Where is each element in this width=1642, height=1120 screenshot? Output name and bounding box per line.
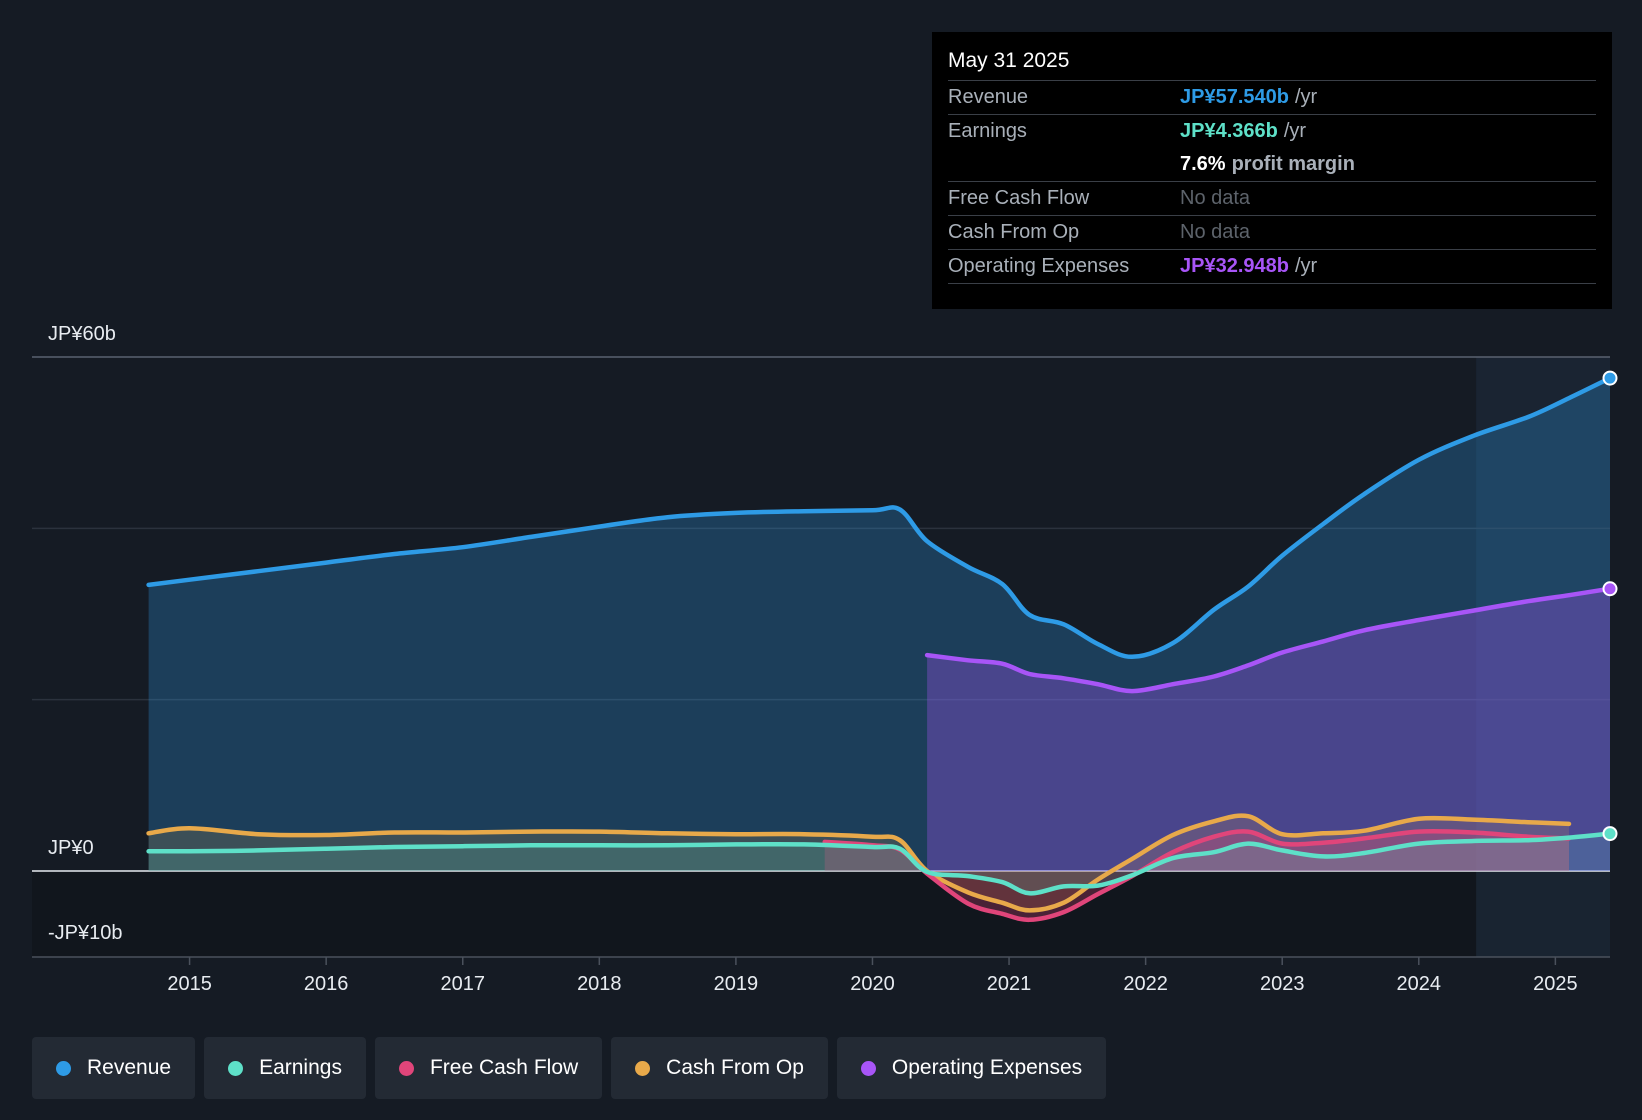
legend-dot-cfo-icon <box>635 1060 651 1076</box>
tooltip-margin-value: 7.6% <box>1180 153 1226 175</box>
area-cfo <box>148 815 1570 911</box>
x-tick-label-2020: 2020 <box>850 973 895 995</box>
end-markers <box>1602 370 1618 842</box>
area-opex <box>927 588 1610 871</box>
tooltip-row-fcf: Free Cash Flow No data <box>948 182 1596 216</box>
legend-label-revenue: Revenue <box>87 1056 172 1079</box>
tooltip-margin-spacer <box>948 148 1180 181</box>
tooltip-revenue-value: JP¥57.540b <box>1180 86 1289 108</box>
x-tick-label-2017: 2017 <box>440 973 485 995</box>
legend-label-opex: Operating Expenses <box>891 1056 1083 1079</box>
series-areas <box>148 378 1610 920</box>
tooltip-earnings-label: Earnings <box>948 120 1027 142</box>
x-tick-label-2024: 2024 <box>1397 973 1442 995</box>
chart-legend: Revenue Earnings Free Cash Flow Cash Fro… <box>32 1037 1107 1099</box>
area-fcf <box>824 831 1569 920</box>
tooltip-cfo-value: No data <box>1180 221 1251 243</box>
line-fcf <box>822 828 1572 923</box>
tooltip-earnings-unit: /yr <box>1283 120 1307 142</box>
legend-label-fcf: Free Cash Flow <box>429 1056 579 1079</box>
tooltip-date: May 31 2025 <box>948 46 1596 81</box>
x-tick-label-2018: 2018 <box>577 973 622 995</box>
x-tick-label-2021: 2021 <box>987 973 1032 995</box>
grid-lines <box>32 356 1610 958</box>
legend-label-earnings: Earnings <box>259 1056 342 1079</box>
x-tick-label-2016: 2016 <box>304 973 349 995</box>
tooltip-row-revenue: Revenue JP¥57.540b /yr <box>948 81 1596 115</box>
negative-zone <box>32 871 1610 957</box>
tooltip-opex-unit: /yr <box>1294 255 1318 277</box>
legend-dot-earnings-icon <box>228 1060 244 1076</box>
y-tick-label-top: JP¥60b <box>48 323 116 345</box>
axes: JP¥60b JP¥0 -JP¥10b <box>48 323 123 944</box>
data-tooltip: May 31 2025 Revenue JP¥57.540b /yr Earni… <box>932 32 1612 309</box>
tooltip-revenue-label: Revenue <box>948 86 1029 108</box>
forecast-highlight <box>1476 357 1610 957</box>
x-tick-label-2022: 2022 <box>1123 973 1168 995</box>
line-earnings <box>146 831 1613 896</box>
series-lines <box>146 375 1613 923</box>
legend-item-opex[interactable]: Operating Expenses <box>836 1037 1107 1099</box>
y-tick-label-zero: JP¥0 <box>48 837 94 859</box>
legend-label-cfo: Cash From Op <box>666 1056 804 1079</box>
tooltip-row-margin: 7.6% profit margin <box>948 148 1596 182</box>
x-tick-label-2025: 2025 <box>1533 973 1578 995</box>
tooltip-opex-value: JP¥32.948b <box>1180 255 1289 277</box>
tooltip-opex-label: Operating Expenses <box>948 255 1130 277</box>
legend-item-fcf[interactable]: Free Cash Flow <box>374 1037 603 1099</box>
y-tick-label-bottom: -JP¥10b <box>48 922 123 944</box>
x-tick-label-2015: 2015 <box>167 973 212 995</box>
end-marker-earnings <box>1602 826 1618 842</box>
tooltip-row-opex: Operating Expenses JP¥32.948b /yr <box>948 250 1596 284</box>
legend-dot-fcf-icon <box>398 1060 414 1076</box>
legend-item-revenue[interactable]: Revenue <box>32 1037 196 1099</box>
area-earnings <box>148 833 1610 894</box>
x-tick-label-2019: 2019 <box>714 973 759 995</box>
legend-item-earnings[interactable]: Earnings <box>204 1037 366 1099</box>
end-marker-revenue <box>1602 370 1618 386</box>
tooltip-cfo-label: Cash From Op <box>948 221 1080 243</box>
line-cfo <box>146 813 1572 913</box>
tooltip-revenue-unit: /yr <box>1294 86 1318 108</box>
tooltip-row-earnings: Earnings JP¥4.366b /yr <box>948 115 1596 148</box>
legend-dot-opex-icon <box>860 1060 876 1076</box>
end-marker-opex <box>1602 581 1618 597</box>
legend-item-cfo[interactable]: Cash From Op <box>611 1037 828 1099</box>
tooltip-margin-label: profit margin <box>1231 153 1355 175</box>
tooltip-earnings-value: JP¥4.366b <box>1180 120 1278 142</box>
x-axis-ticks: 2015 2016 2017 2018 2019 2020 2021 2022 2023 2024… <box>167 957 1578 995</box>
tooltip-fcf-value: No data <box>1180 187 1251 209</box>
legend-dot-revenue-icon <box>56 1060 71 1076</box>
line-opex <box>924 586 1613 694</box>
x-tick-label-2023: 2023 <box>1260 973 1305 995</box>
line-revenue <box>146 375 1613 660</box>
tooltip-fcf-label: Free Cash Flow <box>948 187 1090 209</box>
tooltip-row-cfo: Cash From Op No data <box>948 216 1596 250</box>
area-revenue <box>148 378 1610 871</box>
